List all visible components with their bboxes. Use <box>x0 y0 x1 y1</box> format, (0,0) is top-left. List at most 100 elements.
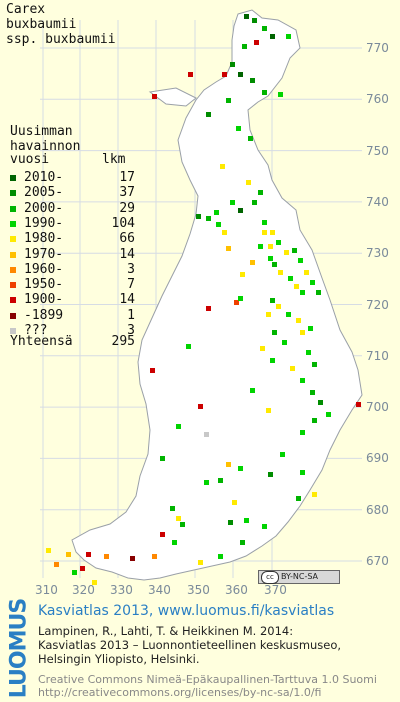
legend-row: 2005- 37 <box>10 185 135 200</box>
occurrence-dot <box>298 258 303 263</box>
occurrence-dot <box>250 260 255 265</box>
occurrence-dot <box>206 216 211 221</box>
occurrence-dot <box>222 72 227 77</box>
x-tick-label: 330 <box>110 583 133 597</box>
occurrence-dot <box>240 540 245 545</box>
occurrence-dot <box>276 304 281 309</box>
legend-count: 66 <box>119 231 135 247</box>
occurrence-dot <box>246 180 251 185</box>
legend-swatch <box>10 266 16 273</box>
legend-year-label: ??? <box>24 323 48 338</box>
occurrence-dot <box>278 270 283 275</box>
legend-count: 3 <box>127 261 135 277</box>
y-tick-label: 730 <box>366 246 389 261</box>
occurrence-dot <box>204 432 209 437</box>
legend-title: Uusimman havainnon <box>10 124 81 154</box>
y-tick-label: 720 <box>366 297 389 312</box>
legend-row: 1950- 7 <box>10 277 135 292</box>
y-tick-label: 710 <box>366 348 389 363</box>
license-link[interactable]: http://creativecommons.org/licenses/by-n… <box>38 686 322 699</box>
occurrence-dot <box>240 272 245 277</box>
legend-count: 3 <box>127 323 135 338</box>
occurrence-dot <box>176 424 181 429</box>
y-tick-label: 690 <box>366 451 389 466</box>
x-tick-label: 370 <box>264 583 287 597</box>
legend-year-label: 1990- <box>24 215 64 231</box>
x-tick-label: 360 <box>225 583 248 597</box>
occurrence-dot <box>292 248 297 253</box>
finland-land <box>71 9 363 581</box>
occurrence-dot <box>282 340 287 345</box>
occurrence-dot <box>236 126 241 131</box>
legend-count: 1 <box>127 307 135 323</box>
occurrence-dot <box>286 34 291 39</box>
occurrence-dot <box>248 136 253 141</box>
legend-swatch <box>10 175 16 181</box>
occurrence-dot <box>304 270 309 275</box>
occurrence-dot <box>242 44 247 49</box>
occurrence-dot <box>228 520 233 525</box>
occurrence-dot <box>238 296 243 301</box>
occurrence-dot <box>262 524 267 529</box>
legend-swatch <box>10 220 16 227</box>
occurrence-dot <box>262 220 267 225</box>
x-tick-label: 320 <box>72 583 95 597</box>
occurrence-dot <box>254 40 259 45</box>
occurrence-dot <box>270 230 275 235</box>
legend-row: 1970- 14 <box>10 247 135 262</box>
occurrence-dot <box>198 560 203 565</box>
citation: Lampinen, R., Lahti, T. & Heikkinen M. 2… <box>38 624 342 666</box>
occurrence-dot <box>306 350 311 355</box>
y-tick-label: 680 <box>366 502 389 517</box>
occurrence-dots <box>46 14 361 585</box>
occurrence-dot <box>310 280 315 285</box>
legend-total-count: 295 <box>111 334 135 349</box>
occurrence-dot <box>234 300 239 305</box>
occurrence-dot <box>316 290 321 295</box>
legend-row: 1900- 14 <box>10 292 135 307</box>
occurrence-dot <box>152 554 157 559</box>
occurrence-dot <box>230 62 235 67</box>
occurrence-dot <box>268 256 273 261</box>
occurrence-dot <box>270 358 275 363</box>
legend-count: 29 <box>119 200 135 216</box>
occurrence-dot <box>172 540 177 545</box>
legend-col-count: lkm <box>102 152 126 167</box>
legend-row: 1960- 3 <box>10 262 135 277</box>
occurrence-dot <box>318 400 323 405</box>
occurrence-dot <box>238 466 243 471</box>
occurrence-dot <box>160 532 165 537</box>
occurrence-dot <box>206 112 211 117</box>
occurrence-dot <box>204 480 209 485</box>
cc-license-badge[interactable]: cc BY-NC-SA <box>258 570 340 584</box>
occurrence-dot <box>312 362 317 367</box>
occurrence-dot <box>300 378 305 383</box>
cc-icon: cc <box>261 571 279 584</box>
legend-year-label: 2000- <box>24 200 64 216</box>
occurrence-dot <box>300 290 305 295</box>
occurrence-dot <box>80 566 85 571</box>
occurrence-dot <box>252 18 257 23</box>
occurrence-dot <box>46 548 51 553</box>
distribution-map <box>40 9 363 585</box>
legend-col-year: vuosi <box>10 152 50 167</box>
occurrence-dot <box>266 408 271 413</box>
occurrence-dot <box>250 388 255 393</box>
occurrence-dot <box>176 516 181 521</box>
occurrence-dot <box>220 164 225 169</box>
occurrence-dot <box>280 452 285 457</box>
occurrence-dot <box>300 430 305 435</box>
y-tick-label: 760 <box>366 92 389 107</box>
occurrence-dot <box>312 418 317 423</box>
atlas-title-link[interactable]: Kasviatlas 2013, www.luomus.fi/kasviatla… <box>38 603 335 619</box>
occurrence-dot <box>230 200 235 205</box>
occurrence-dot <box>244 14 249 19</box>
occurrence-dot <box>206 306 211 311</box>
occurrence-dot <box>218 478 223 483</box>
occurrence-dot <box>356 402 361 407</box>
occurrence-dot <box>218 554 223 559</box>
legend-row: -1899 1 <box>10 308 135 323</box>
occurrence-dot <box>216 222 221 227</box>
legend-count: 104 <box>111 215 135 231</box>
legend-total-label: Yhteensä <box>10 334 73 349</box>
